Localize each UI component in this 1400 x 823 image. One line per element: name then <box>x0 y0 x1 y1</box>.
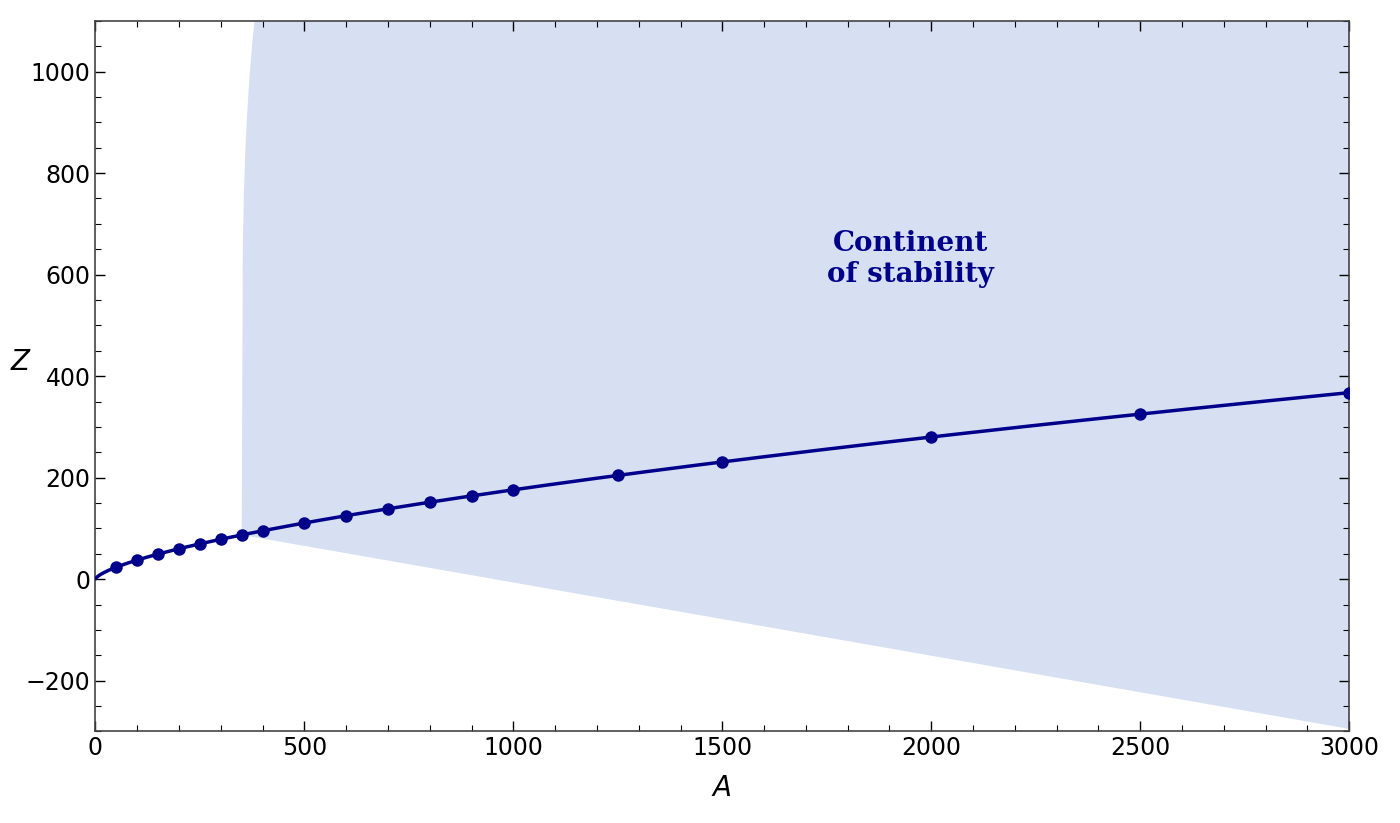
Text: Continent
of stability: Continent of stability <box>827 230 994 289</box>
Y-axis label: Z: Z <box>11 348 29 376</box>
X-axis label: A: A <box>713 774 732 802</box>
